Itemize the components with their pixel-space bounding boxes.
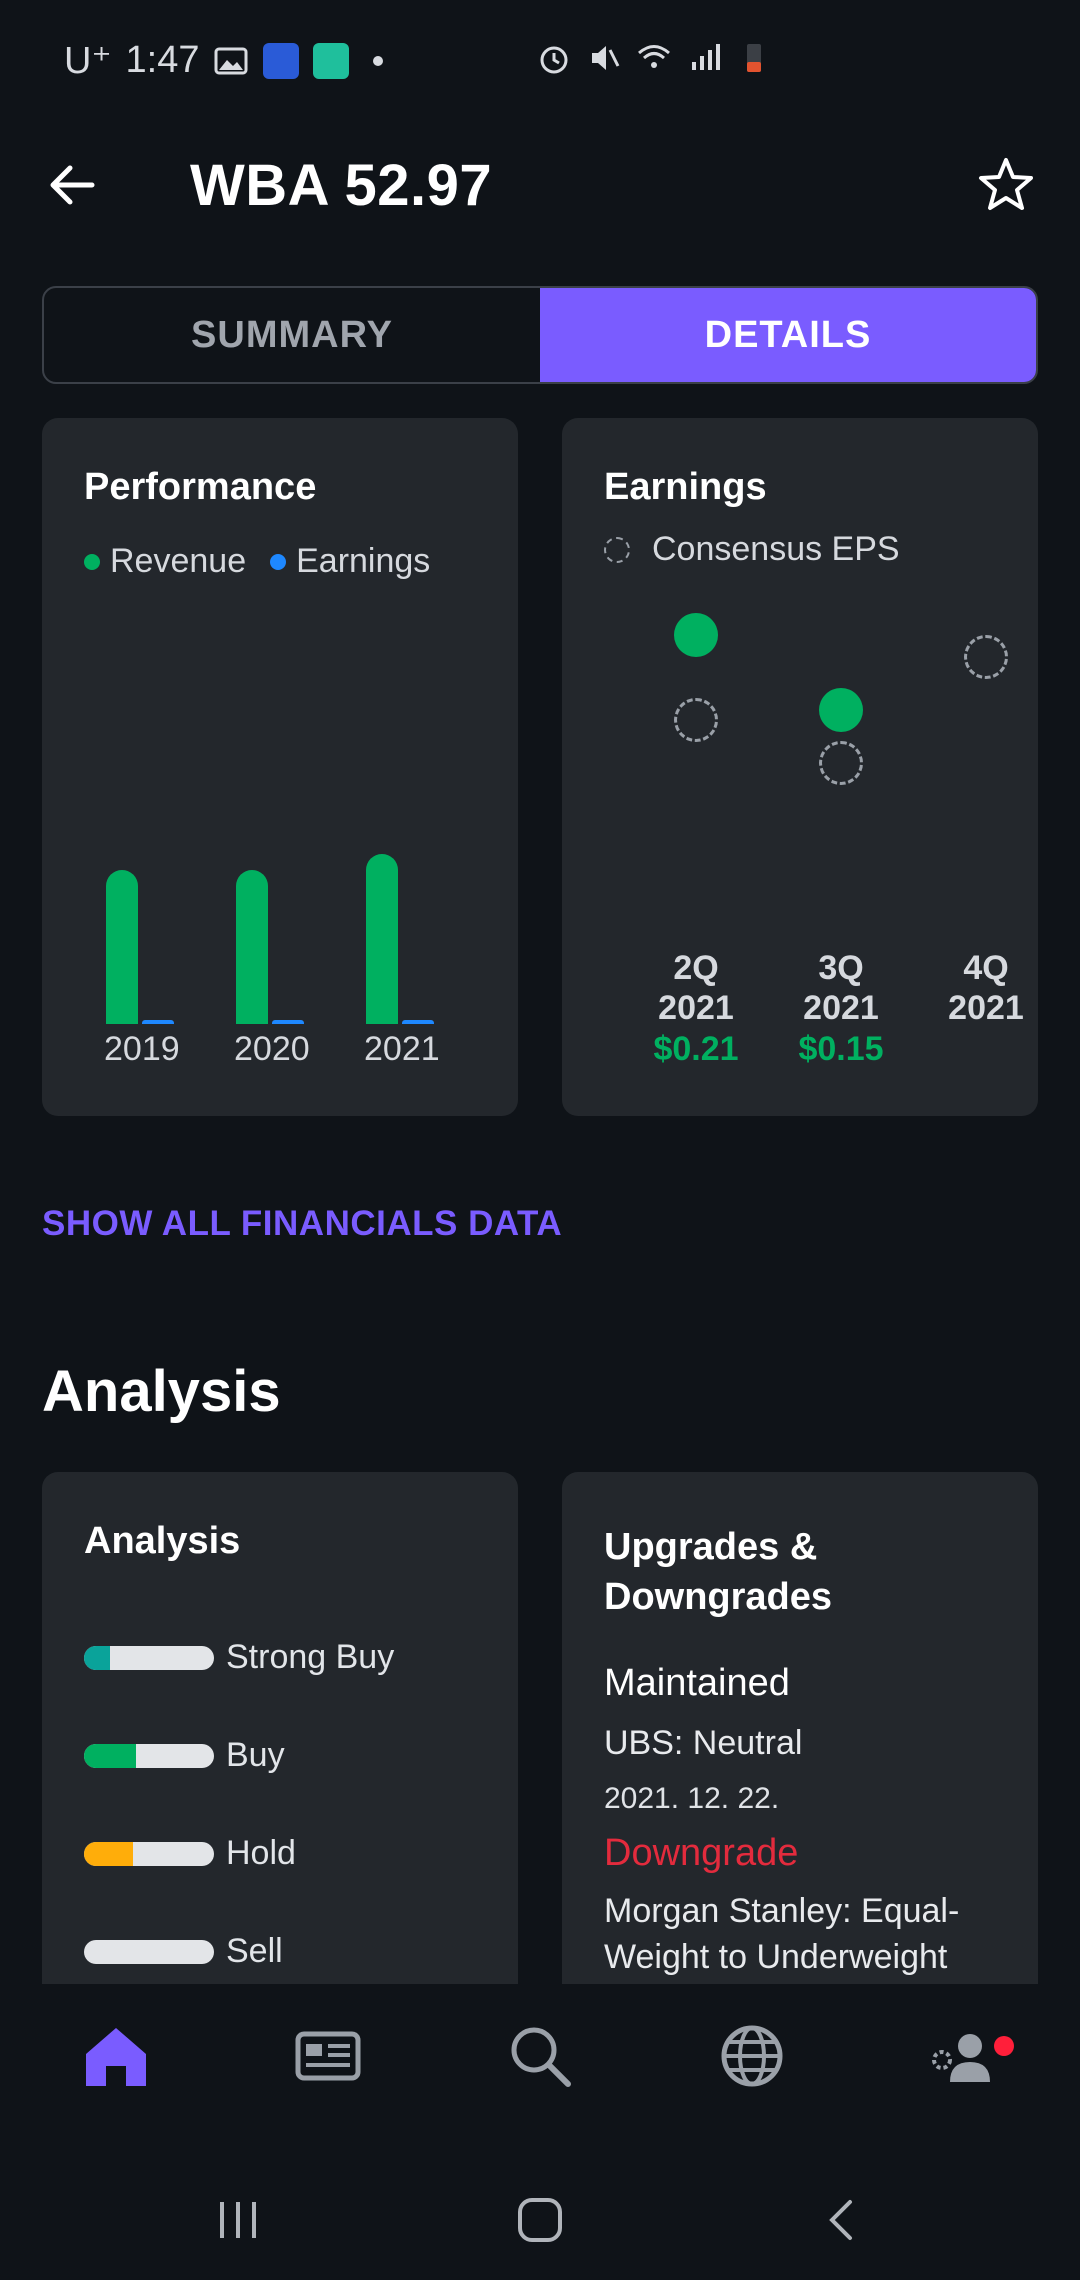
firm-ubs: UBS: Neutral (604, 1724, 803, 1762)
quarter-eps-value-1: $0.15 (798, 1030, 884, 1068)
rating-bar (84, 1939, 214, 1964)
quarter-eps-value-0: $0.21 (653, 1030, 739, 1068)
consensus-eps-point-1 (819, 740, 863, 785)
rating-label: Hold (226, 1834, 296, 1872)
search-icon[interactable] (500, 2016, 580, 2096)
actual-eps-point-1 (819, 687, 863, 732)
earnings-card[interactable]: Earnings Consensus EPS 2Q 2021 $0.21 3Q 2021… (562, 418, 1038, 1116)
home-icon[interactable] (76, 2016, 156, 2096)
upgrades-title: Upgrades & Downgrades (604, 1526, 833, 1618)
watchlist-star-icon[interactable] (970, 150, 1042, 222)
legend-earnings-label: Earnings (296, 542, 431, 580)
rating-label: Strong Buy (226, 1638, 395, 1676)
notification-badge (994, 2036, 1014, 2056)
consensus-eps-point-2 (964, 634, 1008, 679)
app-notification-icon (263, 42, 300, 79)
earnings-bar-2020 (272, 1020, 304, 1024)
account-settings-icon[interactable] (924, 2016, 1004, 2096)
back-arrow-icon[interactable] (40, 150, 110, 220)
signal-icon (692, 44, 720, 70)
consensus-eps-label: Consensus EPS (652, 530, 900, 568)
legend-revenue: Revenue (84, 542, 246, 581)
earnings-legend: Consensus EPS (604, 530, 900, 569)
rating-label: Buy (226, 1736, 285, 1774)
performance-legend: Revenue Earnings (84, 542, 430, 581)
earnings-title: Earnings (604, 466, 767, 508)
carrier-label: U⁺ (64, 40, 112, 82)
performance-card[interactable]: Performance Revenue Earnings 2019 2020 202… (42, 418, 518, 1116)
status-bar: U⁺ 1:47 (0, 0, 1080, 120)
news-icon[interactable] (288, 2016, 368, 2096)
revenue-dot-icon (84, 553, 100, 570)
year-label-2019: 2019 (104, 1030, 180, 1068)
kakao-notification-icon (313, 42, 350, 79)
year-label-2020: 2020 (234, 1030, 310, 1068)
recent-apps-icon[interactable] (208, 2190, 268, 2250)
consensus-eps-legend-icon (604, 536, 630, 563)
action-downgrade: Downgrade (604, 1832, 799, 1874)
back-system-icon[interactable] (812, 2190, 872, 2250)
rating-row-strong-buy: Strong Buy (84, 1638, 394, 1677)
year-label-2021: 2021 (364, 1030, 440, 1068)
bottom-navigation (0, 1984, 1080, 2154)
legend-revenue-label: Revenue (110, 542, 247, 580)
analysis-card[interactable]: Analysis Strong Buy Buy Hold Sell (42, 1472, 518, 1992)
rating-bar-fill (84, 1743, 136, 1768)
action-maintained: Maintained (604, 1662, 790, 1704)
alarm-icon (540, 46, 568, 74)
upgrades-card[interactable]: Upgrades & Downgrades Maintained UBS: Ne… (562, 1472, 1038, 1984)
consensus-eps-point-0 (674, 698, 718, 743)
performance-title: Performance (84, 466, 317, 508)
show-all-financials-link[interactable]: SHOW ALL FINANCIALS DATA (42, 1204, 563, 1243)
rating-bar (84, 1743, 214, 1768)
revenue-bar-2019 (106, 870, 138, 1024)
gallery-icon (214, 47, 248, 74)
firm-morgan-stanley: Morgan Stanley: Equal-Weight to Underwei… (604, 1892, 960, 1976)
more-notifications-icon (373, 55, 384, 66)
revenue-bar-2021 (366, 854, 398, 1024)
system-navigation (0, 2160, 1080, 2280)
home-system-icon[interactable] (510, 2190, 570, 2250)
rating-bar-fill (84, 1645, 110, 1670)
analysis-card-title: Analysis (84, 1520, 241, 1562)
rating-row-hold: Hold (84, 1834, 296, 1873)
wifi-icon (638, 45, 670, 68)
rating-row-buy: Buy (84, 1736, 285, 1775)
tab-summary[interactable]: SUMMARY (191, 313, 393, 356)
legend-earnings: Earnings (270, 542, 430, 581)
date-ubs: 2021. 12. 22. (604, 1782, 780, 1815)
rating-row-sell: Sell (84, 1932, 283, 1971)
header: WBA 52.97 (0, 130, 1080, 240)
globe-icon[interactable] (712, 2016, 792, 2096)
revenue-bar-2020 (236, 870, 268, 1024)
rating-label: Sell (226, 1932, 283, 1970)
analysis-section-title: Analysis (42, 1359, 281, 1424)
mute-icon (592, 46, 620, 70)
rating-bar (84, 1841, 214, 1866)
tab-switcher: SUMMARY DETAILS (42, 286, 1038, 384)
earnings-dot-icon (270, 553, 287, 570)
quarter-label-2: 4Q 2021 (948, 949, 1024, 1027)
quarter-label-0: 2Q 2021 (658, 949, 734, 1027)
earnings-bar-2021 (402, 1020, 434, 1024)
clock: 1:47 (125, 39, 200, 81)
rating-bar (84, 1645, 214, 1670)
quarter-label-1: 3Q 2021 (803, 949, 879, 1027)
earnings-bar-2019 (142, 1020, 174, 1024)
page-title: WBA 52.97 (190, 153, 493, 218)
battery-icon (747, 44, 761, 72)
tab-details[interactable]: DETAILS (540, 288, 1036, 382)
rating-bar-fill (84, 1841, 133, 1866)
actual-eps-point-0 (674, 613, 718, 658)
